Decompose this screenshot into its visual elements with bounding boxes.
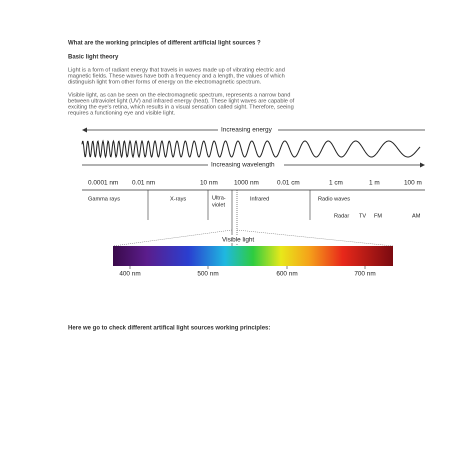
guide [112, 229, 233, 247]
visible-scale-label: 600 nm [276, 271, 297, 278]
arrow-head [420, 162, 425, 168]
guide [236, 229, 394, 247]
label-bg [208, 161, 284, 169]
spectrum-diagram: Increasing energy Increasing wavelength … [81, 126, 425, 278]
visible-scale-label: 700 nm [354, 271, 375, 278]
wavelength-label: Increasing wavelength [211, 162, 275, 169]
region-label: Gamma rays [88, 196, 120, 202]
scale-label: 10 nm [200, 180, 218, 187]
region-label: TV [359, 213, 366, 219]
text-line: distinguish light from other forms of en… [68, 80, 262, 86]
heading: Basic light theory [68, 55, 119, 61]
text-line: magnetic fields. These waves have both a… [68, 74, 285, 80]
energy-label: Increasing energy [221, 127, 273, 134]
scale-label: 0.0001 nm [88, 180, 118, 187]
wave [81, 139, 421, 159]
scale-label: 0.01 cm [277, 180, 300, 187]
visible-scale-label: 400 nm [119, 271, 140, 278]
region-label: AM [412, 213, 421, 219]
region-label: Radar [334, 213, 349, 219]
scale-label: 1 m [369, 180, 380, 187]
visible-spectrum [113, 246, 393, 266]
region-label: Ultra- [212, 195, 226, 201]
text-line: between ultraviolet light (UV) and infra… [68, 99, 295, 105]
scale-label: 1 cm [329, 180, 343, 187]
arrow-head [82, 127, 87, 133]
text-line: exciting the eye's retina, which results… [68, 105, 294, 111]
text-line: Light is a form of radiant energy that t… [68, 68, 285, 74]
region-label: X-rays [170, 196, 186, 202]
region-label: Radio waves [318, 196, 350, 202]
region-label: Infrared [250, 196, 269, 202]
text-line: Visible light, as can be seen on the ele… [68, 93, 290, 99]
scale-label: 1000 nm [234, 180, 259, 187]
footer-text: Here we go to check different artifical … [68, 326, 270, 332]
visible-label: Visible light [222, 237, 254, 244]
region-label: FM [374, 213, 382, 219]
title: What are the working principles of diffe… [68, 41, 261, 47]
region-label: violet [212, 202, 226, 208]
label-bg [218, 126, 278, 134]
label-bg [220, 235, 268, 243]
scale-label: 100 m [404, 180, 422, 187]
visible-scale-label: 500 nm [197, 271, 218, 278]
text-line: requires a functioning eye and visible l… [68, 111, 176, 117]
scale-label: 0.01 nm [132, 180, 155, 187]
